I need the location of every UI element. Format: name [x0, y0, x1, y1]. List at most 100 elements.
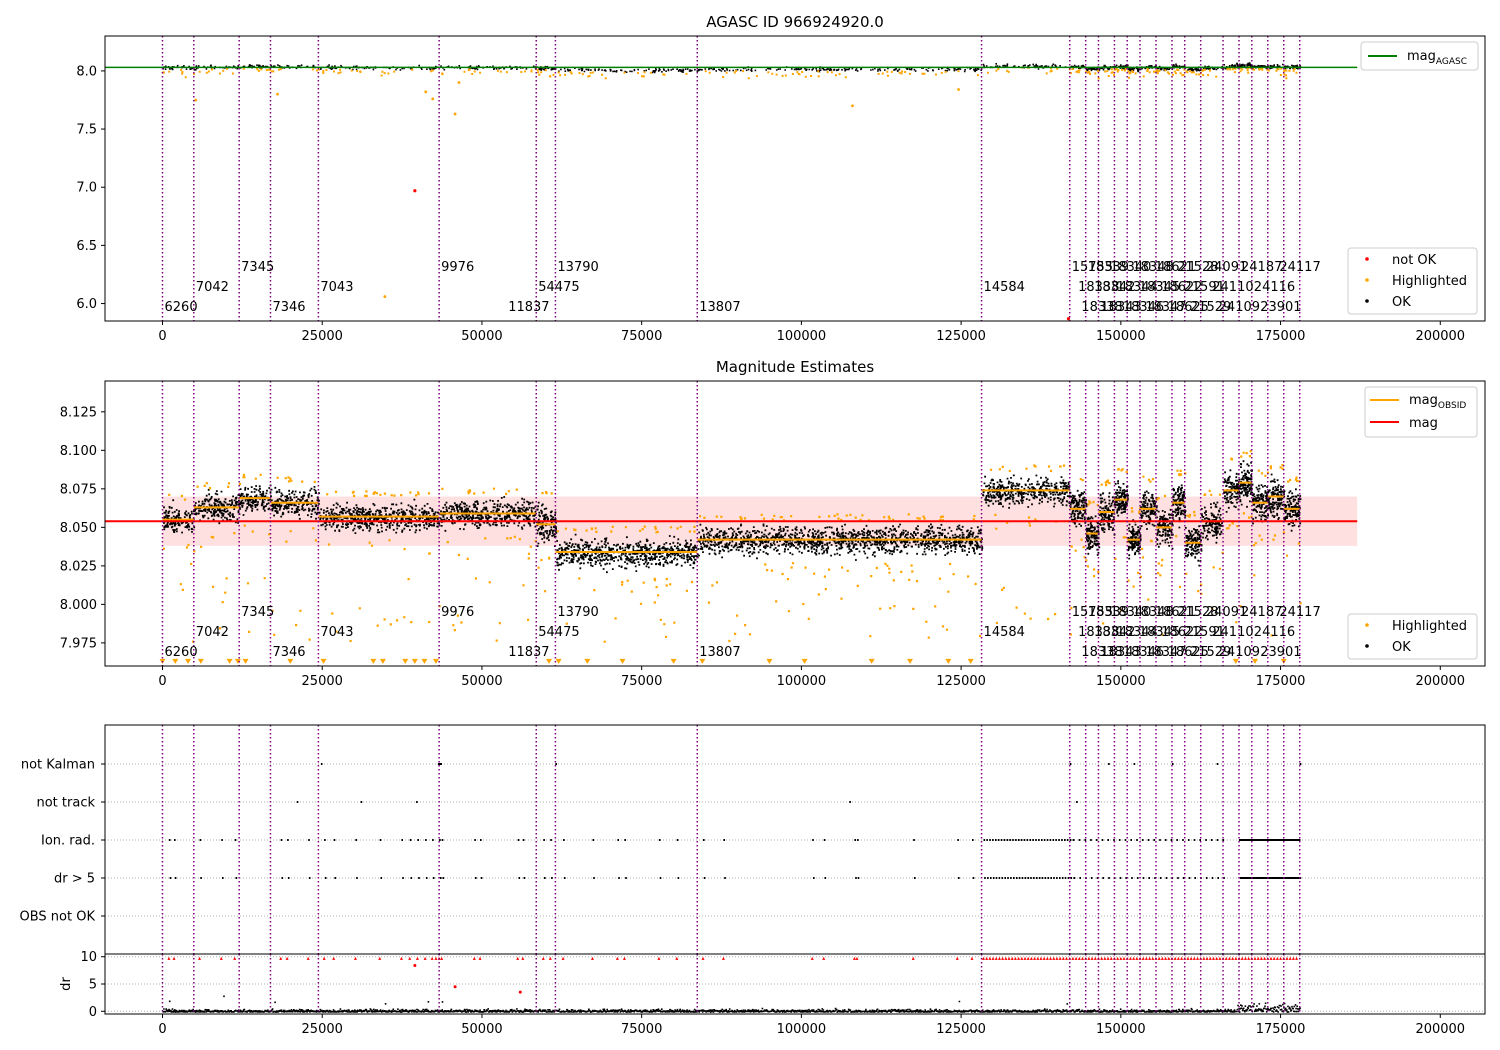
highlighted-outliers [1070, 607, 1073, 610]
obsid-label: 7042 [196, 280, 229, 295]
agasc-legend: magAGASC [1360, 41, 1479, 71]
flag-category-label: not Kalman [21, 758, 95, 773]
x-tick-label: 75000 [621, 674, 662, 689]
y-tick-label: 8.100 [60, 444, 97, 459]
y-tick-label: 5 [89, 978, 97, 993]
ok-points [1251, 484, 1270, 525]
agasc-status-legend: not OK Highlighted OK [1347, 247, 1478, 315]
highlighted-outliers [1239, 605, 1242, 608]
flag-category-label: dr > 5 [54, 872, 95, 887]
legend2-ok-label: OK [1392, 640, 1411, 655]
obsid-label: 18622 [1161, 625, 1202, 640]
ok-points [440, 65, 537, 71]
obsid-label: 54475 [538, 280, 579, 295]
offscale-marker [320, 658, 327, 664]
obsid-label: 13790 [557, 260, 598, 275]
highlighted-points [1086, 500, 1100, 573]
offscale-marker [226, 658, 233, 664]
highlighted-points [1156, 69, 1174, 76]
x-tick-label: 25000 [302, 329, 343, 344]
highlighted-outliers [543, 590, 547, 593]
obsid-label: 18338 [1078, 280, 1119, 295]
ok-points [1086, 66, 1100, 72]
obsid-label: 18348 [1132, 605, 1173, 620]
highlighted-points [1201, 68, 1218, 78]
obsid-label: 7043 [320, 280, 353, 295]
flags-panel: not Kalman not track Ion. rad. dr > 5 OBS no… [20, 724, 1486, 955]
dr-clipped-markers [167, 956, 1299, 960]
obsid-label: 18342 [1094, 280, 1135, 295]
obsid-label: 13807 [699, 645, 740, 660]
obsid-label: 24116 [1254, 280, 1295, 295]
offscale-marker [907, 658, 913, 664]
x-tick-label: 125000 [936, 329, 986, 344]
ok-points [1140, 490, 1158, 530]
offscale-marker [584, 658, 591, 664]
legend-mag-obsid-label: magOBSID [1409, 393, 1466, 411]
highlighted-points [1240, 450, 1253, 519]
offscale-marker [546, 658, 553, 664]
obsid-label: 24187 [1241, 605, 1282, 620]
highlighted-outliers [1178, 585, 1182, 588]
offscale-marker [172, 658, 179, 664]
highlighted-point [424, 90, 428, 94]
obsid-label: 18344 [1116, 280, 1157, 295]
offscale-marker [801, 658, 808, 664]
dr-over-5-marks [169, 877, 1302, 879]
x-tick-label: 150000 [1096, 329, 1146, 344]
obsid-label: 7346 [272, 645, 305, 660]
ok-points [697, 523, 984, 561]
highlighted-outliers [1093, 575, 1096, 578]
highlighted-points [557, 71, 688, 80]
x-tick-label: 50000 [461, 329, 502, 344]
obsid-label: 18345 [1139, 280, 1180, 295]
highlighted-points [1185, 70, 1202, 76]
obsid-label: 18343 [1100, 300, 1141, 315]
obsid-label: 18339 [1088, 605, 1129, 620]
offscale-marker [379, 658, 386, 664]
obsid-label: 18621 [1155, 605, 1196, 620]
y-tick-label: 8.000 [60, 598, 97, 613]
highlighted-point [457, 81, 461, 84]
obsid-label: 18343 [1100, 645, 1141, 660]
x-tick-label: 0 [158, 1022, 166, 1037]
x-tick-label: 200000 [1415, 1022, 1465, 1037]
x-tick-label: 0 [158, 329, 166, 344]
ok-points [982, 474, 1072, 509]
offscale-marker [185, 658, 192, 664]
x-tick-label: 125000 [936, 1022, 986, 1037]
highlighted-points [242, 67, 271, 72]
legend-mag-label: mag [1409, 416, 1438, 431]
obsid-label: 18625 [1168, 300, 1209, 315]
legend-mag-agasc-label: magAGASC [1407, 49, 1467, 67]
highlighted-outliers [1235, 621, 1238, 624]
x-tick-label: 125000 [936, 674, 986, 689]
obsid-label: 24091 [1206, 605, 1247, 620]
obsid-label: 9976 [441, 605, 474, 620]
highlighted-outliers [1270, 634, 1273, 637]
offscale-marker [234, 658, 241, 664]
obsid-label: 54475 [538, 625, 579, 640]
y-tick-label: 6.0 [76, 297, 97, 312]
ok-points [194, 488, 241, 525]
offscale-marker [967, 658, 974, 664]
obsid-label: 18345 [1139, 625, 1180, 640]
y-tick-label: 8.0 [76, 64, 97, 79]
y-tick-label: 8.125 [60, 405, 97, 420]
obsid-label: 18622 [1161, 280, 1202, 295]
highlighted-points [198, 67, 234, 75]
highlighted-points [1156, 494, 1167, 577]
ok-points [1283, 488, 1302, 532]
ok-points [1239, 460, 1254, 508]
highlighted-point [851, 104, 854, 108]
obsid-label: 18346 [1123, 645, 1164, 660]
x-tick-label: 75000 [621, 1022, 662, 1037]
x-tick-label: 0 [158, 674, 166, 689]
obsid-label: 23901 [1260, 300, 1301, 315]
obsid-label: 13807 [699, 300, 740, 315]
ok-points [1200, 501, 1224, 544]
x-tick-label: 150000 [1096, 1022, 1146, 1037]
ok-points [1156, 508, 1174, 550]
obsid-label: 18340 [1110, 605, 1151, 620]
obsid-label: 11837 [508, 645, 549, 660]
